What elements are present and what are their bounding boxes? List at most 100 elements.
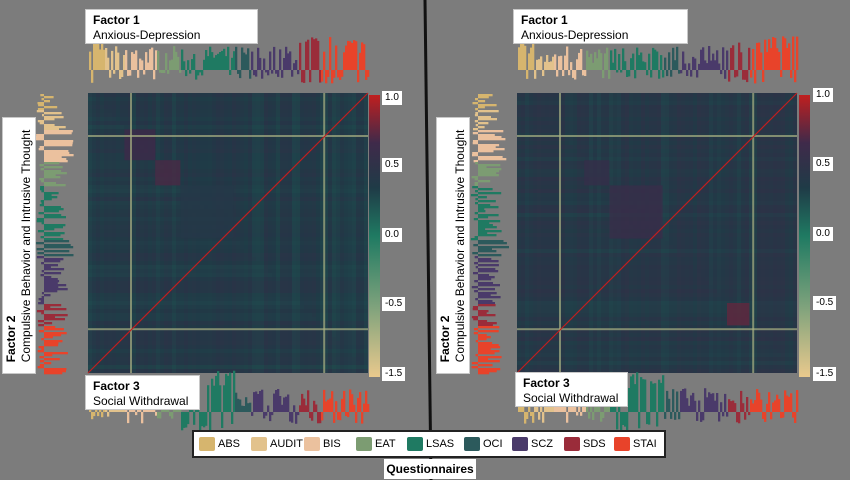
factor1-loading-bar <box>674 60 677 70</box>
factor3-loading-bar <box>91 412 94 420</box>
factor1-loading-bar <box>648 53 651 70</box>
factor1-loading-bar <box>187 60 190 70</box>
heatmap-row-stripe <box>517 117 797 121</box>
factor1-loading-bar <box>137 70 140 78</box>
factor2-loading-bar <box>38 104 44 107</box>
factor2-loading-bar <box>44 174 56 177</box>
factor1-loading-bar <box>594 52 597 70</box>
heatmap-column-stripe <box>673 93 677 373</box>
heatmap-row-stripe <box>517 349 797 353</box>
heatmap-column-stripe <box>585 93 589 373</box>
factor3-loading-bar <box>792 412 795 418</box>
factor2-loading-bar <box>44 172 67 175</box>
factor3-loading-bar <box>347 412 350 418</box>
factor3-loading-bar <box>365 390 368 412</box>
factor1-loading-bar <box>586 50 589 70</box>
factor3-loading-bar <box>778 399 781 412</box>
factor1-loading-bar <box>662 70 665 78</box>
panel-divider <box>423 0 433 480</box>
factor1-loading-bar <box>572 70 575 78</box>
factor2-loading-bar <box>472 186 478 189</box>
factor2-loading-bar <box>478 338 487 341</box>
factor1-loading-bar <box>237 70 240 74</box>
factor3-loading-bar <box>225 373 228 412</box>
factor2-loading-bar <box>44 232 65 235</box>
factor2-loading-bar <box>478 136 502 139</box>
heatmap-row-stripe <box>88 341 368 345</box>
factor2-loading-bar <box>38 212 44 215</box>
factor2-loading-bar <box>478 348 491 351</box>
heatmap-column-stripe <box>785 93 789 373</box>
heatmap-row-stripe <box>88 181 368 185</box>
heatmap-column-stripe <box>589 93 593 373</box>
factor2-loading-bar <box>44 354 53 357</box>
factor1-loading-bar <box>289 51 292 70</box>
factor3-loading-bar <box>526 412 529 419</box>
legend-swatch <box>464 437 480 451</box>
factor1-loading-bar <box>528 53 531 70</box>
factor1-loading-bar <box>574 70 577 80</box>
factor1-loading-bar <box>291 70 294 77</box>
factor3-loading-bar <box>688 405 691 412</box>
factor3-loading-bar <box>97 412 100 417</box>
heatmap-column-stripe <box>136 93 140 373</box>
factor3-loading-bar <box>542 412 545 423</box>
factor3-loading-bar <box>652 383 655 412</box>
factor3-loading-bar <box>748 412 751 416</box>
factor3-loading-bar <box>774 400 777 412</box>
factor2-loading-bar <box>478 126 485 129</box>
factor2-loading-bar <box>39 356 44 359</box>
factor3-loading-bar <box>345 412 348 416</box>
factor3-loading-bar <box>291 412 294 423</box>
heatmap-column-stripe <box>793 93 797 373</box>
factor3-loading-bar <box>720 402 723 412</box>
factor2-loading-bar <box>478 304 496 307</box>
factor1-loading-bar <box>560 55 563 70</box>
factor1-loading-bar <box>179 70 182 73</box>
factor1-loading-bar <box>668 52 671 70</box>
factor2-loading-bar <box>473 128 478 131</box>
factor1-loading-bar <box>604 53 607 70</box>
factor2-loading-bar <box>44 284 67 287</box>
heatmap-column-stripe <box>601 93 605 373</box>
heatmap-row-stripe <box>88 249 368 253</box>
factor1-loading-bar <box>658 70 661 79</box>
factor2-loading-bar <box>478 314 496 317</box>
factor2-loading-bar <box>44 160 68 163</box>
heatmap-row-stripe <box>517 309 797 313</box>
factor1-loading-bar <box>309 70 312 83</box>
factor2-loading-bar <box>475 98 478 101</box>
factor3-loading-bar <box>734 403 737 412</box>
heatmap-column-stripe <box>240 93 244 373</box>
heatmap-row-stripe <box>517 237 797 241</box>
factor3-loading-bar <box>684 388 687 412</box>
factor2-loading-bar <box>44 194 52 197</box>
factor1-loading-bar <box>249 70 252 79</box>
factor1-loading-bar <box>726 50 729 70</box>
left-colorbar-tick: 0.0 <box>382 228 402 242</box>
factor1-loading-bar <box>311 37 314 70</box>
heatmap-column-stripe <box>364 93 368 373</box>
factor1-loading-bar <box>548 62 551 70</box>
factor2-loading-bar <box>478 146 496 149</box>
heatmap-column-stripe <box>152 93 156 373</box>
heatmap-row-stripe <box>88 165 368 169</box>
heatmap-column-stripe <box>737 93 741 373</box>
factor1-loading-bar <box>195 70 198 80</box>
factor1-loading-bar <box>349 41 352 70</box>
factor1-loading-bar <box>343 52 346 70</box>
factor1-loading-bar <box>620 70 623 73</box>
factor3-loading-bar <box>738 412 741 424</box>
factor1-loading-bar <box>169 60 172 70</box>
factor2-loading-bar <box>44 198 52 201</box>
heatmap-column-stripe <box>144 93 148 373</box>
factor2-loading-bar <box>44 328 64 331</box>
factor3-loading-bar <box>654 383 657 412</box>
factor1-loading-bar <box>730 47 733 70</box>
factor2-loading-bar <box>478 336 491 339</box>
factor3-loading-bar <box>796 390 799 412</box>
factor2-loading-bar <box>472 140 478 143</box>
factor2-loading-bar <box>478 350 500 353</box>
factor1-loading-bar <box>331 70 334 84</box>
